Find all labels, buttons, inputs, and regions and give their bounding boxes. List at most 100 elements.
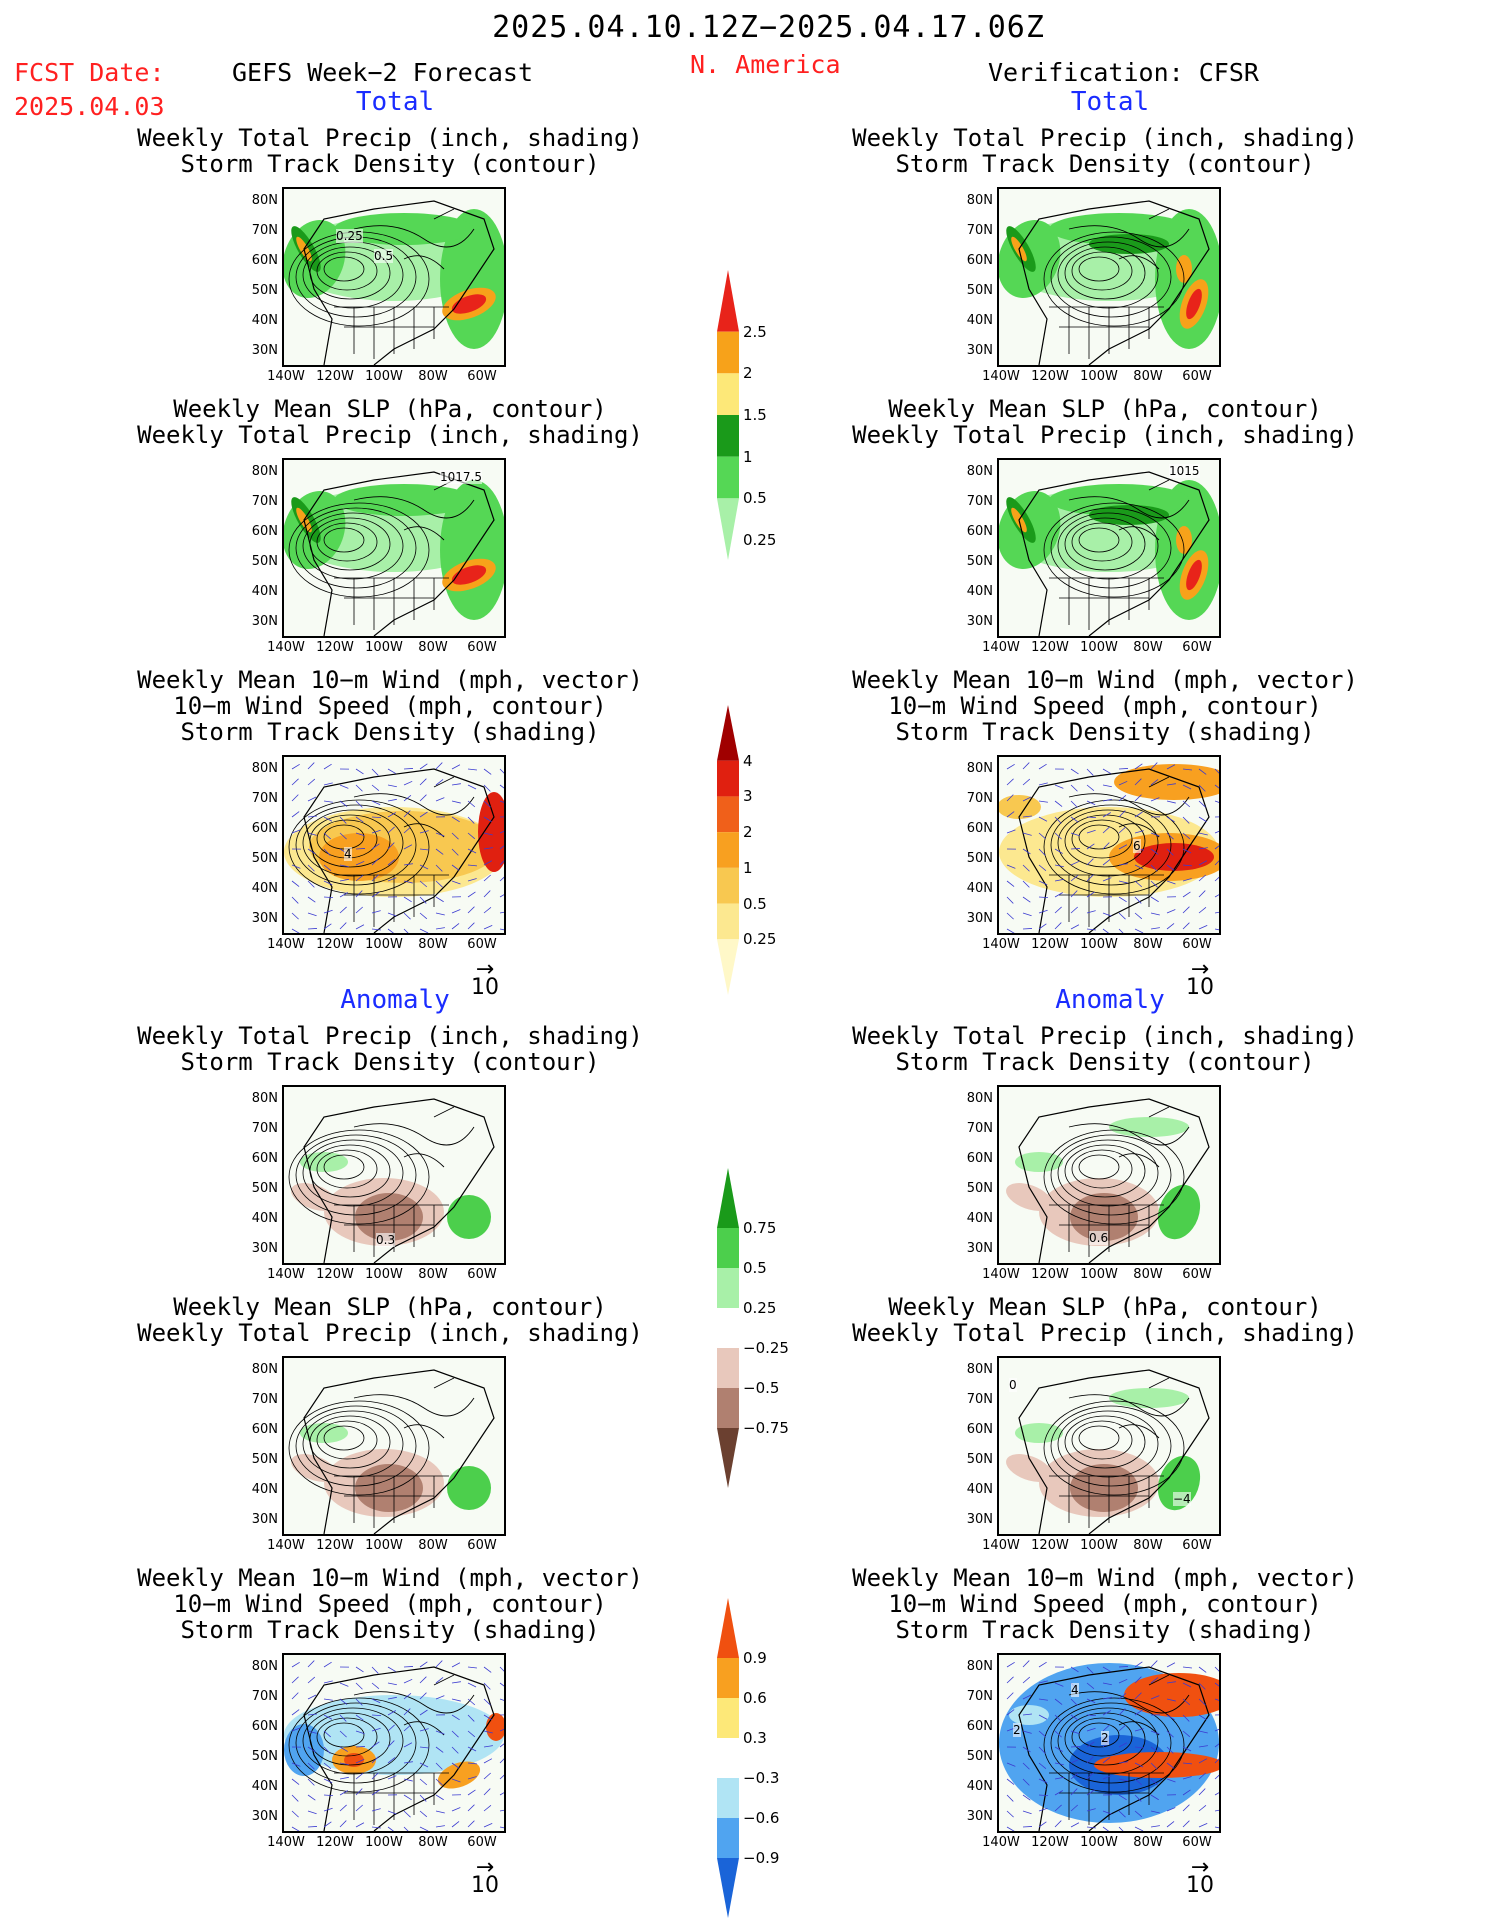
panel-title-vr-6-3: Storm Track Density (shading) — [895, 1616, 1315, 1644]
wind-vector — [451, 909, 461, 914]
wind-vector — [1022, 864, 1030, 872]
colorbar-tick-label: −0.9 — [743, 1849, 780, 1867]
panel-title-vr-1-2: Storm Track Density (contour) — [895, 150, 1315, 178]
wind-vector — [467, 800, 476, 808]
map-svg — [288, 1098, 495, 1263]
wind-vector — [467, 1789, 476, 1796]
wind-vector — [1198, 1788, 1206, 1796]
wind-vector — [483, 890, 491, 898]
wind-vector — [1070, 784, 1078, 792]
wind-vector — [419, 1810, 428, 1818]
contours — [288, 1400, 430, 1496]
contour-line — [1043, 1400, 1185, 1496]
lon-tick-label: 80W — [1133, 640, 1163, 655]
wind-vector — [1134, 1661, 1143, 1668]
state-borders — [334, 1475, 449, 1528]
wind-vector — [1182, 1666, 1192, 1669]
wind-vector — [307, 1826, 318, 1828]
coastline — [303, 1369, 495, 1534]
wind-vector — [1070, 1666, 1079, 1673]
wind-vector — [403, 810, 411, 818]
wind-vector — [1086, 1826, 1096, 1829]
contour-label: 2 — [1013, 1723, 1021, 1737]
wind-vector — [451, 816, 460, 823]
lat-tick-label: 40N — [251, 881, 278, 896]
lat-tick-label: 70N — [966, 1689, 993, 1704]
wind-vector — [1070, 1698, 1078, 1706]
wind-vector — [339, 1730, 347, 1738]
wind-vector — [291, 1661, 300, 1668]
lon-tick-label: 100W — [365, 1538, 403, 1553]
wind-vector — [403, 928, 409, 933]
panel-title-vr-5-2: Weekly Total Precip (inch, shading) — [852, 1319, 1358, 1347]
wind-vector — [1070, 768, 1079, 775]
wind-vector — [1214, 1758, 1219, 1764]
wind-vector — [419, 1826, 429, 1831]
contour-line — [1071, 251, 1133, 291]
wind-vector — [291, 794, 299, 802]
wind-vector — [1198, 1758, 1208, 1764]
wind-vector — [451, 832, 459, 840]
state-borders — [334, 1204, 449, 1257]
contour-line — [1071, 1149, 1133, 1189]
wind-vector — [1118, 844, 1128, 850]
contour-line — [302, 1707, 404, 1775]
wind-vector — [387, 1710, 396, 1716]
colorbar-tick-label: 0.25 — [743, 930, 777, 949]
contour-line — [1071, 1717, 1133, 1757]
wind-vector — [483, 1745, 493, 1748]
lon-tick-label: 120W — [1031, 640, 1069, 655]
wind-vector — [1086, 1666, 1094, 1674]
lat-tick-label: 70N — [251, 1121, 278, 1136]
wind-vector — [467, 1698, 476, 1706]
wind-vector — [355, 860, 365, 866]
wind-vector — [355, 832, 365, 837]
map-svg — [999, 471, 1219, 636]
contours — [288, 502, 430, 598]
contour-line — [1064, 1415, 1146, 1469]
wind-vector — [1086, 843, 1095, 850]
arctic-islands — [1068, 1674, 1190, 1736]
wet-anomaly-west — [300, 1152, 348, 1172]
panel-title-fc-2-2: Weekly Total Precip (inch, shading) — [137, 421, 643, 449]
wind-vector — [1118, 794, 1127, 802]
lon-tick-label: 140W — [982, 640, 1020, 655]
wind-vector — [1006, 1810, 1014, 1818]
wind-vector — [1022, 848, 1031, 855]
wind-vector — [339, 1714, 347, 1722]
wind-vector — [435, 848, 444, 855]
colorbar-tick-label: 0.6 — [743, 1689, 767, 1707]
wind-vector — [1038, 923, 1047, 930]
wind-vector — [483, 832, 493, 836]
wind-vector — [291, 1762, 301, 1767]
contour-line — [1057, 1410, 1159, 1478]
wind-vector — [451, 864, 460, 871]
wind-vector — [435, 762, 443, 770]
lat-tick-label: 60N — [251, 524, 278, 539]
wind-vector — [1134, 1746, 1144, 1749]
wind-vector — [1038, 1661, 1047, 1668]
wind-vector — [483, 874, 491, 882]
wind-vector — [371, 891, 380, 898]
wind-vector — [1054, 816, 1062, 824]
wind-vector — [291, 896, 299, 904]
wind-vector — [467, 906, 475, 914]
wind-vector — [323, 782, 333, 786]
vr-section-anomaly: Anomaly — [1055, 985, 1165, 1015]
wind-vector — [1214, 1809, 1219, 1812]
wind-vector — [1198, 1745, 1208, 1748]
lat-tick-label: 50N — [251, 554, 278, 569]
wind-vector — [307, 1762, 315, 1770]
wind-vector — [1214, 830, 1219, 834]
wind-vector — [1102, 1710, 1111, 1716]
wind-vector — [291, 1727, 301, 1732]
lon-tick-label: 120W — [1031, 937, 1069, 952]
wind-vector — [1022, 1762, 1030, 1770]
wind-vector — [291, 1692, 299, 1700]
wind-vector — [355, 784, 363, 792]
colorbar-tick-label: 3 — [743, 787, 753, 806]
contour-label: 4 — [344, 847, 352, 861]
wind-vector — [1102, 877, 1112, 882]
wind-vector — [307, 896, 316, 903]
wind-vector — [371, 784, 380, 792]
